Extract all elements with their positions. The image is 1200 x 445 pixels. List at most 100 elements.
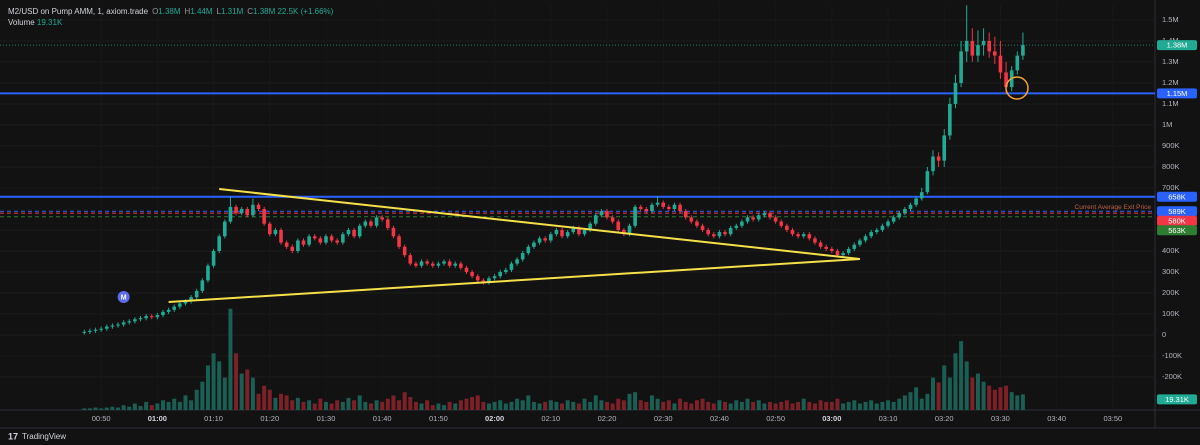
candle-body (363, 221, 368, 226)
candle-body (987, 40, 991, 52)
volume-bar (503, 403, 508, 410)
volume-bar (711, 403, 716, 410)
candle-body (532, 242, 536, 247)
candle-body (588, 223, 592, 230)
volume-bar (576, 403, 581, 410)
candle-body (577, 227, 581, 235)
candle-body (397, 236, 401, 247)
candle-body (914, 198, 918, 205)
symbol-title: M2/USD on Pump AMM, 1, axiom.trade (8, 7, 149, 16)
volume-bar (880, 401, 885, 410)
candle-body (402, 246, 407, 256)
candle-body (391, 227, 396, 237)
volume-bar (104, 407, 109, 410)
legend: M2/USD on Pump AMM, 1, axiom.trade O1.38M… (8, 6, 333, 28)
x-tick-label: 02:40 (710, 414, 729, 423)
x-tick-label: 01:50 (429, 414, 448, 423)
price-tag (1157, 206, 1197, 217)
volume-bar (964, 361, 969, 410)
volume-bar (779, 401, 784, 410)
volume-bar (790, 403, 795, 410)
volume-bar (1009, 392, 1014, 410)
candle-body (695, 221, 699, 226)
volume-bar (352, 400, 357, 410)
volume-bar (509, 401, 514, 410)
y-tick-label: 800K (1162, 162, 1180, 171)
volume-bar (756, 400, 761, 410)
volume-bar (368, 403, 373, 410)
candle-body (312, 236, 317, 239)
volume-bar (891, 401, 896, 410)
candle-body (127, 321, 132, 323)
candle-body (824, 246, 829, 249)
volume-bar (745, 398, 750, 410)
volume-bar (841, 403, 846, 410)
volume-bar (458, 400, 463, 410)
candle-body (768, 213, 772, 218)
volume-bar (250, 377, 255, 410)
volume-bar (284, 395, 289, 410)
volume-bar (947, 377, 952, 410)
volume-bar (121, 405, 126, 410)
volume-bar (987, 385, 992, 410)
volume-bar (183, 395, 188, 410)
candle-body (565, 232, 570, 237)
price-tag (1157, 191, 1197, 202)
volume-bar (537, 403, 542, 410)
candle-body (593, 215, 598, 224)
price-tag-label: 1.15M (1167, 89, 1188, 98)
candle-body (858, 240, 862, 245)
ohlc-value: 1.31M (221, 7, 244, 16)
volume-bar (481, 401, 486, 410)
volume-bar (99, 408, 104, 410)
volume-bar (301, 401, 306, 410)
candle-body (841, 253, 845, 256)
volume-bar (689, 403, 694, 410)
volume-bar (323, 401, 328, 410)
y-tick-label: 100K (1162, 309, 1180, 318)
volume-bar (661, 401, 666, 410)
candle-body (683, 211, 688, 218)
candle-body (256, 204, 261, 209)
ohlc-key: O (152, 7, 159, 16)
candle-body (470, 271, 474, 277)
candle-body (408, 255, 413, 264)
candle-body (487, 278, 491, 283)
candle-body (537, 238, 542, 243)
volume-bar (773, 403, 778, 410)
volume-bar (975, 373, 980, 410)
candle-body (307, 236, 311, 245)
candle-body (796, 234, 800, 237)
volume-bar (1020, 394, 1025, 410)
volume-bar (177, 401, 182, 410)
volume-bar (593, 395, 598, 410)
volume-bar (166, 401, 171, 410)
volume-bar (930, 377, 935, 410)
candle-body (419, 261, 424, 266)
price-tag-label: 658K (1168, 192, 1186, 201)
volume-bar (768, 401, 772, 410)
volume-bar (942, 365, 947, 410)
volume-bar (919, 398, 924, 410)
candle-body (155, 315, 160, 318)
candle-body (206, 265, 210, 281)
drawings: M (117, 188, 861, 304)
volume-bar (234, 353, 239, 410)
candle-body (296, 240, 300, 251)
trendline (219, 188, 861, 260)
candle-body (852, 244, 857, 249)
volume-layer (82, 308, 1025, 410)
volume-bar (784, 400, 789, 410)
volume-bar (857, 403, 862, 410)
candle-body (543, 238, 547, 241)
y-tick-label: 900K (1162, 141, 1180, 150)
volume-bar (228, 308, 233, 410)
candle-body (133, 319, 137, 322)
candle-body (633, 206, 637, 226)
candle-body (869, 232, 873, 237)
candle-body (835, 250, 840, 256)
volume-bar (189, 400, 194, 410)
x-tick-label: 02:00 (485, 414, 504, 423)
